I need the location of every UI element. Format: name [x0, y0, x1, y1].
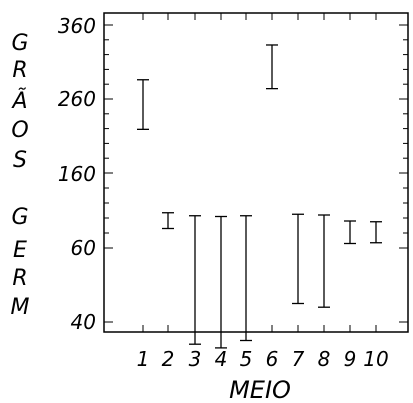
x-tick-label: 4 [215, 347, 228, 371]
plot-frame [103, 12, 409, 333]
x-tick-label: 2 [162, 347, 175, 371]
y-ticks [104, 13, 408, 332]
error-bar-1 [137, 79, 149, 130]
y-axis-label-char: G [11, 31, 29, 56]
error-bar-2 [162, 212, 174, 230]
y-axis-label-char: R [12, 266, 28, 291]
y-axis-label-char: M [10, 295, 30, 320]
y-tick-label: 360 [58, 14, 96, 38]
x-tick-labels: 1 2 3 4 5 6 7 8 9 10 [137, 347, 389, 371]
error-bar-9 [344, 220, 356, 245]
error-bar-3 [189, 215, 201, 345]
x-tick-label: 6 [266, 347, 279, 371]
y-tick-label: 160 [58, 162, 96, 186]
x-axis-title: MEIO [229, 376, 291, 403]
y-tick-label: 60 [71, 236, 96, 260]
error-bar-10 [370, 221, 382, 244]
y-tick-labels: 40 60 160 260 360 [58, 14, 96, 334]
x-tick-label: 8 [318, 347, 331, 371]
error-bar-8 [318, 214, 330, 308]
x-tick-label: 10 [363, 347, 388, 371]
error-bar-5 [240, 215, 252, 342]
x-tick-label: 1 [137, 347, 150, 371]
y-axis-label-char: G [11, 205, 29, 230]
error-bar-6 [266, 44, 278, 90]
error-bars [137, 44, 382, 349]
x-tick-label: 9 [344, 347, 357, 371]
error-bar-7 [292, 213, 304, 305]
x-tick-label: 7 [292, 347, 305, 371]
y-axis-label-char: Ã [12, 89, 28, 114]
y-axis-label-char: S [13, 148, 27, 173]
y-axis-label-char: E [13, 238, 27, 263]
y-tick-label: 40 [71, 310, 96, 334]
y-tick-label: 260 [58, 87, 96, 111]
x-tick-label: 3 [189, 347, 202, 371]
y-axis-label-char: R [12, 58, 28, 83]
error-bar-4 [215, 215, 227, 349]
y-axis-label-char: O [11, 118, 29, 143]
x-tick-label: 5 [240, 347, 253, 371]
